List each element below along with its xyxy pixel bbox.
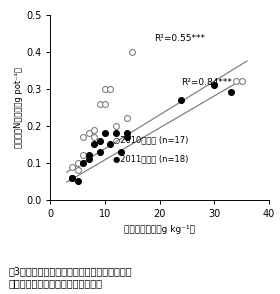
Point <box>81 161 85 165</box>
X-axis label: 土壌全炊素量（g kg⁻¹）: 土壌全炊素量（g kg⁻¹） <box>124 225 195 233</box>
Point <box>92 142 96 147</box>
Point <box>125 135 129 139</box>
Text: R²=0.84***: R²=0.84*** <box>181 78 232 87</box>
Point <box>212 83 216 87</box>
Point <box>81 135 85 139</box>
Point <box>108 86 113 91</box>
Point <box>239 79 244 84</box>
Point <box>97 138 102 143</box>
Point <box>130 49 135 54</box>
Point <box>76 161 80 165</box>
Point <box>228 90 233 95</box>
Point <box>70 164 74 169</box>
Point <box>86 153 91 158</box>
Point <box>81 153 85 158</box>
Point <box>103 86 107 91</box>
Point <box>103 131 107 136</box>
Point <box>179 98 184 102</box>
Point <box>125 116 129 121</box>
Point <box>114 131 118 136</box>
Text: ○2010成熟期 (n=17): ○2010成熟期 (n=17) <box>113 136 188 145</box>
Text: 図3．　無施肥でポット活培したときの土壌全
炊素量と植物体窒素吸収量との関係: 図3． 無施肥でポット活培したときの土壌全 炊素量と植物体窒素吸収量との関係 <box>8 267 132 288</box>
Point <box>114 123 118 128</box>
Point <box>92 135 96 139</box>
Point <box>70 175 74 180</box>
Point <box>97 101 102 106</box>
Point <box>86 157 91 161</box>
Point <box>76 179 80 184</box>
Point <box>108 142 113 147</box>
Point <box>234 79 238 84</box>
Text: R²=0.55***: R²=0.55*** <box>154 34 205 43</box>
Text: ●2011出穂期 (n=18): ●2011出穂期 (n=18) <box>113 154 188 163</box>
Point <box>92 127 96 132</box>
Point <box>103 101 107 106</box>
Point <box>125 131 129 136</box>
Point <box>86 131 91 136</box>
Y-axis label: 植物体のN吸収量（g pot⁻¹）: 植物体のN吸収量（g pot⁻¹） <box>14 67 23 148</box>
Point <box>70 175 74 180</box>
Point <box>76 168 80 173</box>
Point <box>97 149 102 154</box>
Point <box>119 149 124 154</box>
